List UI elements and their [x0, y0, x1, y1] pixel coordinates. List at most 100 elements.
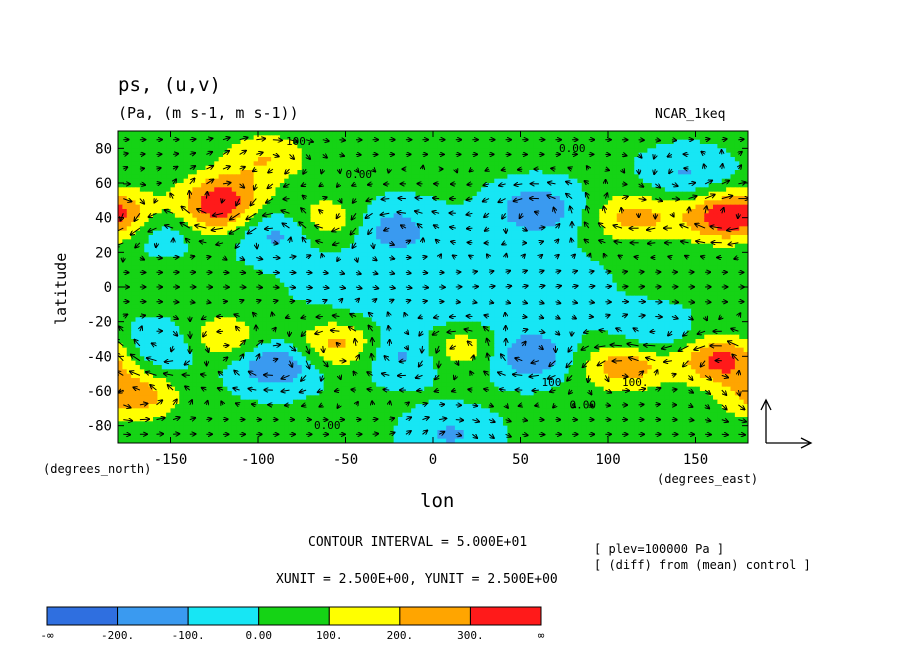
- field-cell: [511, 209, 517, 214]
- field-cell: [472, 217, 478, 223]
- field-cell: [341, 174, 347, 180]
- field-cell: [118, 174, 123, 180]
- field-cell: [363, 269, 368, 275]
- field-cell: [336, 178, 342, 184]
- field-cell: [590, 165, 596, 171]
- field-cell: [227, 148, 233, 154]
- field-cell: [323, 131, 329, 136]
- field-cell: [621, 239, 627, 245]
- field-cell: [660, 152, 666, 158]
- field-cell: [188, 161, 193, 167]
- field-cell: [209, 170, 215, 175]
- field-cell: [354, 187, 360, 193]
- field-cell: [332, 139, 338, 145]
- field-cell: [345, 209, 351, 214]
- field-cell: [647, 152, 653, 158]
- field-cell: [183, 217, 189, 223]
- field-cell: [262, 278, 268, 284]
- field-cell: [328, 213, 333, 219]
- field-cell: [223, 152, 228, 158]
- field-cell: [367, 217, 373, 223]
- field-cell: [594, 226, 600, 232]
- field-cell: [559, 222, 565, 227]
- field-cell: [717, 170, 723, 175]
- field-cell: [188, 222, 193, 227]
- field-cell: [612, 157, 618, 162]
- field-cell: [411, 183, 417, 188]
- field-cell: [459, 239, 465, 245]
- field-cell: [533, 148, 539, 154]
- field-cell: [227, 200, 233, 206]
- field-cell: [371, 278, 377, 284]
- field-cell: [148, 248, 154, 253]
- field-cell: [363, 252, 368, 258]
- field-cell: [581, 261, 587, 266]
- field-cell: [454, 191, 460, 197]
- field-cell: [699, 209, 705, 214]
- field-cell: [713, 196, 718, 201]
- field-cell: [240, 209, 246, 214]
- field-cell: [227, 213, 233, 219]
- field-cell: [721, 222, 727, 227]
- field-cell: [131, 161, 137, 167]
- field-cell: [398, 144, 403, 149]
- field-cell: [621, 200, 627, 206]
- field-cell: [468, 157, 473, 162]
- field-cell: [389, 200, 395, 206]
- field-cell: [446, 200, 452, 206]
- field-cell: [341, 239, 347, 245]
- field-cell: [398, 243, 403, 249]
- field-cell: [590, 200, 596, 206]
- field-cell: [634, 248, 640, 253]
- field-cell: [695, 235, 701, 240]
- field-cell: [135, 261, 141, 266]
- field-cell: [275, 183, 281, 188]
- field-cell: [402, 265, 408, 271]
- field-cell: [192, 217, 198, 223]
- field-cell: [494, 226, 500, 232]
- field-cell: [209, 204, 215, 210]
- field-cell: [363, 265, 368, 271]
- field-cell: [656, 226, 662, 232]
- field-cell: [275, 148, 281, 154]
- field-cell: [328, 252, 333, 258]
- field-cell: [533, 248, 539, 253]
- field-cell: [524, 183, 530, 188]
- field-cell: [621, 204, 627, 210]
- field-cell: [573, 161, 578, 167]
- field-cell: [441, 226, 447, 232]
- field-cell: [599, 204, 605, 210]
- field-cell: [122, 196, 128, 201]
- field-cell: [415, 165, 421, 171]
- field-cell: [485, 248, 491, 253]
- field-cell: [358, 248, 364, 253]
- field-cell: [428, 248, 434, 253]
- field-cell: [170, 135, 176, 141]
- field-cell: [209, 256, 215, 262]
- field-cell: [634, 144, 640, 149]
- field-cell: [498, 265, 504, 271]
- field-cell: [664, 204, 670, 210]
- field-cell: [301, 252, 307, 258]
- field-cell: [739, 200, 745, 206]
- field-cell: [161, 178, 167, 184]
- field-cell: [192, 157, 198, 162]
- field-cell: [406, 278, 412, 284]
- field-cell: [494, 269, 500, 275]
- field-cell: [739, 239, 745, 245]
- field-cell: [524, 217, 530, 223]
- field-cell: [231, 200, 237, 206]
- field-cell: [437, 135, 443, 141]
- field-cell: [253, 269, 259, 275]
- field-cell: [603, 209, 609, 214]
- field-cell: [157, 226, 163, 232]
- field-cell: [555, 148, 561, 154]
- field-cell: [551, 226, 557, 232]
- field-cell: [726, 161, 732, 167]
- field-cell: [721, 235, 727, 240]
- field-cell: [201, 135, 207, 141]
- field-cell: [406, 200, 412, 206]
- field-cell: [244, 265, 250, 271]
- field-cell: [179, 235, 185, 240]
- field-cell: [179, 187, 185, 193]
